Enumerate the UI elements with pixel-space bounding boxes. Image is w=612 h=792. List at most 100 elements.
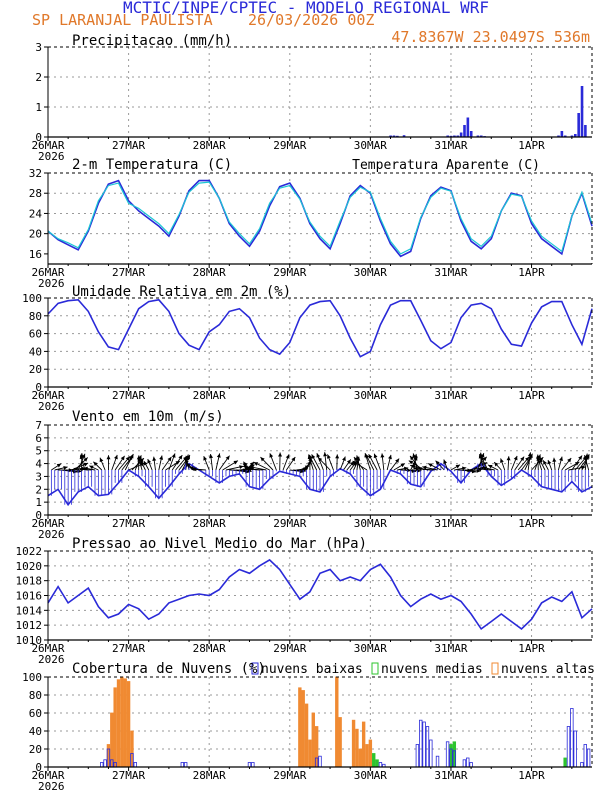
cloud-bar <box>318 755 322 768</box>
wind-arrowhead <box>461 466 467 471</box>
wind-arrowhead <box>373 453 378 459</box>
clouds-ytick-label: 80 <box>29 689 42 702</box>
rh-ytick-label: 0 <box>35 381 42 394</box>
slp-xtick-label: 29MAR <box>273 642 306 655</box>
wind-arrowhead <box>395 458 400 463</box>
wind-arrowhead <box>79 454 84 460</box>
wind-arrowhead <box>186 463 191 468</box>
cloud-bar <box>570 708 574 768</box>
cloud-bar <box>247 762 252 768</box>
precip-bar <box>469 131 473 137</box>
rh-ytick-label: 40 <box>29 345 42 358</box>
cloud-bar <box>583 744 587 768</box>
wind-arrowhead <box>278 452 283 457</box>
cloud-bar <box>361 721 366 768</box>
wind-arrowhead <box>56 463 62 468</box>
cloud-legend-label: nuvens altas <box>501 662 595 677</box>
wind-arrowhead <box>129 454 134 459</box>
wind-arrowhead <box>443 459 448 464</box>
cloud-bar <box>375 759 379 768</box>
wind-arrowhead <box>574 461 580 466</box>
cloud-bar <box>180 762 185 768</box>
wind-arrowhead <box>346 459 351 464</box>
header-run: 26/03/2026 00Z <box>248 11 374 29</box>
clouds-year-label: 2026 <box>38 780 65 792</box>
wind-arrowhead <box>159 455 164 460</box>
wind-arrowhead <box>500 458 504 463</box>
cloud-bar <box>425 726 430 768</box>
precip-bar <box>456 135 460 137</box>
wind-arrowhead <box>380 453 385 458</box>
cloud-bar <box>358 748 362 768</box>
cloud-bar <box>419 719 423 768</box>
clouds-ytick-label: 0 <box>35 761 42 774</box>
rh-ytick-label: 100 <box>22 292 42 305</box>
clouds-title: Cobertura de Nuvens (%) <box>72 661 266 677</box>
wind-arrowhead <box>435 460 440 465</box>
wind-xtick-label: 1APR <box>518 517 545 530</box>
slp-ytick-label: 1022 <box>16 545 43 558</box>
wind-ytick-label: 0 <box>35 509 42 522</box>
slp-xtick-label: 27MAR <box>112 642 145 655</box>
slp-ytick-label: 1012 <box>16 619 43 632</box>
slp-series-0 <box>47 558 593 631</box>
rh-xtick-label: 27MAR <box>112 389 145 402</box>
temp-ytick-label: 16 <box>29 248 42 261</box>
cloud-legend-swatch <box>491 662 499 675</box>
wind-arrowhead <box>81 453 86 459</box>
temp-ytick-label: 28 <box>29 187 42 200</box>
wind-arrowhead <box>513 455 518 461</box>
wind-arrowhead <box>143 461 148 466</box>
wind-arrowhead <box>291 457 296 462</box>
temp-xtick-label: 1APR <box>518 266 545 279</box>
wind-xtick-label: 28MAR <box>193 517 226 530</box>
wind-arrowhead <box>249 461 255 467</box>
precip-ytick-label: 3 <box>35 41 42 54</box>
wind-arrowhead <box>547 459 552 465</box>
precip-year-label: 2026 <box>38 150 65 163</box>
wind-arrowhead <box>578 455 583 460</box>
wind-arrowhead <box>353 457 358 462</box>
cloud-bar <box>429 739 433 768</box>
cloud-bar <box>183 762 188 768</box>
temp-xtick-label: 31MAR <box>434 266 467 279</box>
cloud-bar <box>365 744 369 768</box>
temp-xtick-label: 29MAR <box>273 266 306 279</box>
wind-arrowhead <box>244 466 249 471</box>
wind-arrowhead <box>216 453 221 458</box>
cloud-bar <box>563 757 567 768</box>
cloud-bar <box>133 762 138 768</box>
clouds-xtick-label: 28MAR <box>193 769 226 782</box>
wind-arrowhead <box>269 453 274 458</box>
temp-xtick-label: 27MAR <box>112 266 145 279</box>
slp-ytick-label: 1018 <box>16 575 43 588</box>
header-coords: 47.8367W 23.0497S 536m <box>391 28 590 46</box>
wind-ytick-label: 7 <box>35 419 42 432</box>
temp-ytick-label: 24 <box>29 207 43 220</box>
cloud-bar <box>251 762 255 768</box>
rh-ytick-label: 20 <box>29 363 42 376</box>
wind-arrowhead <box>83 462 89 467</box>
panel-rh: 0 20 40 60 80 100 26MAR 27MAR 28MAR 29MAR 30MAR 31M… <box>22 284 593 413</box>
cloud-bar <box>103 759 107 768</box>
wind-arrowhead <box>455 464 461 469</box>
cloud-bar <box>110 712 114 768</box>
wind-arrowhead <box>368 454 373 459</box>
temp-year-label: 2026 <box>38 277 65 290</box>
wind-xtick-label: 29MAR <box>273 517 306 530</box>
rh-xtick-label: 31MAR <box>434 389 467 402</box>
precip-bar <box>584 125 587 137</box>
wind-arrowhead <box>520 456 525 462</box>
cloud-bar <box>435 755 440 768</box>
wind-arrowhead <box>527 452 532 457</box>
rh-year-label: 2026 <box>38 400 65 413</box>
precip-bar <box>574 134 577 137</box>
slp-ytick-label: 1010 <box>16 634 43 647</box>
precip-bar <box>580 86 584 137</box>
wind-arrowhead <box>552 457 557 462</box>
wind-arrowhead <box>209 454 214 459</box>
wind-arrowhead <box>260 457 265 462</box>
wind-arrowhead <box>147 459 152 464</box>
precip-bar <box>560 131 564 137</box>
